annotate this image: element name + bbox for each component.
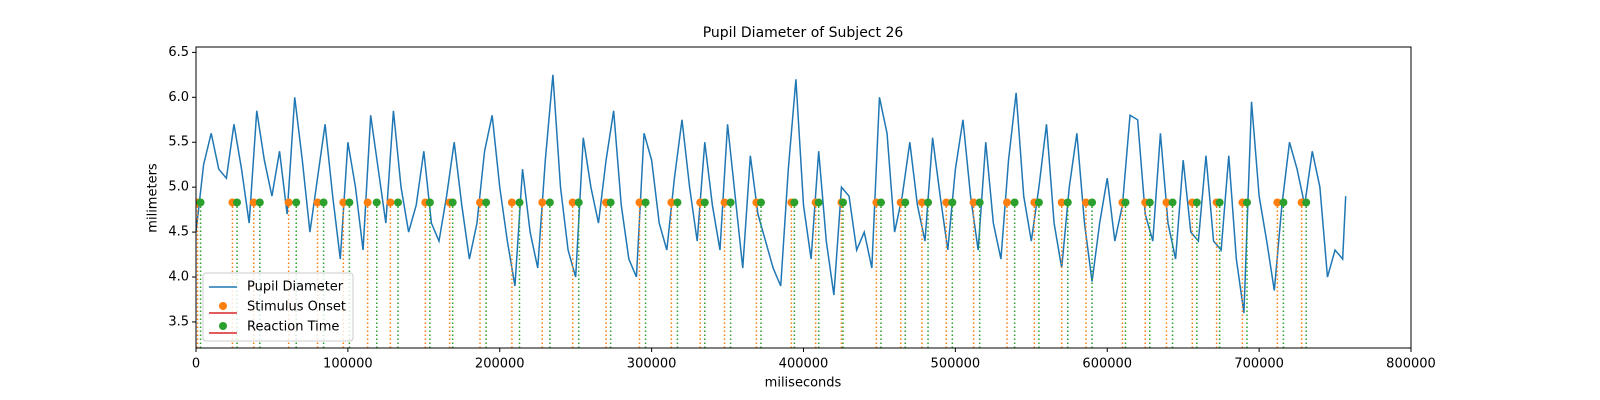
x-tick-label: 700000	[1234, 357, 1284, 372]
stem-marker	[574, 198, 583, 207]
x-tick-label: 800000	[1386, 357, 1436, 372]
y-tick-label: 6.0	[168, 90, 189, 105]
stem-marker	[1057, 198, 1066, 207]
x-tick-label: 500000	[931, 357, 981, 372]
stem-marker	[1145, 198, 1154, 207]
x-tick-label: 100000	[323, 357, 373, 372]
stem-marker	[233, 198, 242, 207]
stem-marker	[538, 198, 547, 207]
plot-area	[196, 74, 1347, 348]
stem-marker	[386, 198, 395, 207]
stem-marker	[1034, 198, 1043, 207]
plot-frame	[195, 46, 1412, 349]
stem-marker	[393, 198, 402, 207]
stem-marker	[1162, 198, 1171, 207]
stem-marker	[255, 198, 264, 207]
stem-marker	[917, 198, 926, 207]
x-tick-label: 300000	[627, 357, 677, 372]
stem-marker	[726, 198, 735, 207]
y-tick-label: 6.5	[168, 45, 189, 60]
stem-marker	[1302, 198, 1311, 207]
stem-marker	[1003, 198, 1012, 207]
legend-label: Reaction Time	[247, 320, 339, 335]
stem-marker	[901, 198, 910, 207]
stem-marker	[1081, 198, 1090, 207]
legend-label: Pupil Diameter	[247, 280, 344, 295]
stem-marker	[975, 198, 984, 207]
stem-marker	[425, 198, 434, 207]
stem-marker	[372, 198, 381, 207]
stem-marker	[838, 198, 847, 207]
x-tick-label: 200000	[475, 357, 525, 372]
stem-marker	[1242, 198, 1251, 207]
stem-marker	[1088, 198, 1097, 207]
stem-marker	[969, 198, 978, 207]
stem-marker	[1010, 198, 1019, 207]
stem-marker	[814, 198, 823, 207]
stem-marker	[924, 198, 933, 207]
x-axis-label: miliseconds	[765, 376, 842, 391]
stem-marker	[1215, 198, 1224, 207]
stem-marker	[1168, 198, 1177, 207]
stem-marker	[507, 198, 516, 207]
stem-marker	[345, 198, 354, 207]
stem-marker	[635, 198, 644, 207]
stem-marker	[1063, 198, 1072, 207]
stem-marker	[756, 198, 765, 207]
stem-marker	[363, 198, 372, 207]
y-tick-label: 5.0	[168, 180, 189, 195]
stem-marker	[515, 198, 524, 207]
stem-marker	[700, 198, 709, 207]
x-tick-label: 400000	[779, 357, 829, 372]
stem-marker	[319, 198, 328, 207]
y-axis-label: milimeters	[146, 163, 161, 233]
data-line	[196, 74, 1347, 314]
legend-marker	[219, 322, 227, 330]
stem-marker	[545, 198, 554, 207]
stem-marker	[942, 198, 951, 207]
stem-marker	[606, 198, 615, 207]
stem-marker	[641, 198, 650, 207]
stem-marker	[568, 198, 577, 207]
y-tick-label: 4.5	[168, 225, 189, 240]
stem-marker	[1121, 198, 1130, 207]
stem-marker	[948, 198, 957, 207]
stem-marker	[249, 198, 258, 207]
legend-marker	[219, 302, 227, 310]
stem-marker	[196, 198, 205, 207]
x-tick-label: 600000	[1082, 357, 1132, 372]
stem-marker	[339, 198, 348, 207]
stem-marker	[667, 198, 676, 207]
stem-marker	[292, 198, 301, 207]
stem-marker	[1279, 198, 1288, 207]
stem-marker	[673, 198, 682, 207]
chart-title: Pupil Diameter of Subject 26	[703, 25, 904, 41]
stem-marker	[476, 198, 485, 207]
stem-marker	[720, 198, 729, 207]
y-tick-label: 4.0	[168, 270, 189, 285]
legend-label: Stimulus Onset	[247, 300, 346, 315]
stem-marker	[1192, 198, 1201, 207]
stem-marker	[482, 198, 491, 207]
stem-marker	[448, 198, 457, 207]
stem-marker	[1273, 198, 1282, 207]
stem-marker	[790, 198, 799, 207]
y-tick-label: 3.5	[168, 314, 189, 329]
x-tick-label: 0	[192, 357, 200, 372]
legend-box	[202, 272, 354, 342]
stem-marker	[876, 198, 885, 207]
y-tick-label: 5.5	[168, 135, 189, 150]
stem-marker	[284, 198, 293, 207]
stem-marker	[313, 198, 322, 207]
